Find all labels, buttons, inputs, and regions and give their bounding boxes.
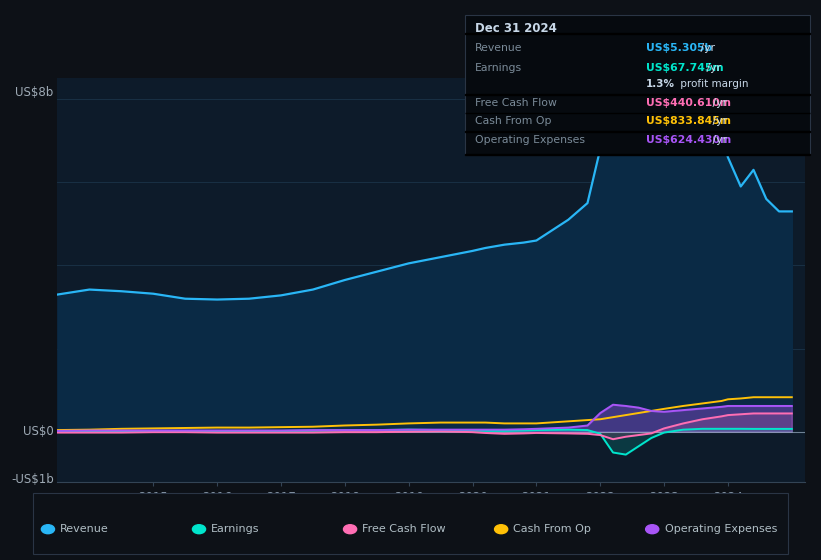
Text: Free Cash Flow: Free Cash Flow	[475, 98, 557, 108]
Text: profit margin: profit margin	[677, 79, 748, 89]
Text: /yr: /yr	[709, 135, 727, 145]
Text: Cash From Op: Cash From Op	[513, 524, 591, 534]
Text: US$440.610m: US$440.610m	[645, 98, 731, 108]
Text: Revenue: Revenue	[60, 524, 109, 534]
Text: -US$1b: -US$1b	[11, 473, 53, 486]
Text: Earnings: Earnings	[475, 63, 522, 73]
Text: Free Cash Flow: Free Cash Flow	[362, 524, 446, 534]
Text: /yr: /yr	[709, 98, 727, 108]
Text: US$0: US$0	[23, 425, 53, 438]
Text: US$8b: US$8b	[16, 86, 53, 99]
Text: /yr: /yr	[703, 63, 721, 73]
Text: Operating Expenses: Operating Expenses	[475, 135, 585, 145]
Text: Earnings: Earnings	[211, 524, 259, 534]
Text: Revenue: Revenue	[475, 43, 522, 53]
Text: /yr: /yr	[709, 116, 727, 127]
Text: US$67.745m: US$67.745m	[645, 63, 723, 73]
Text: 1.3%: 1.3%	[645, 79, 675, 89]
Text: US$624.430m: US$624.430m	[645, 135, 731, 145]
Text: /yr: /yr	[697, 43, 715, 53]
Text: US$5.305b: US$5.305b	[645, 43, 712, 53]
Text: Cash From Op: Cash From Op	[475, 116, 552, 127]
Text: Dec 31 2024: Dec 31 2024	[475, 22, 557, 35]
Text: US$833.845m: US$833.845m	[645, 116, 731, 127]
Text: Operating Expenses: Operating Expenses	[664, 524, 777, 534]
